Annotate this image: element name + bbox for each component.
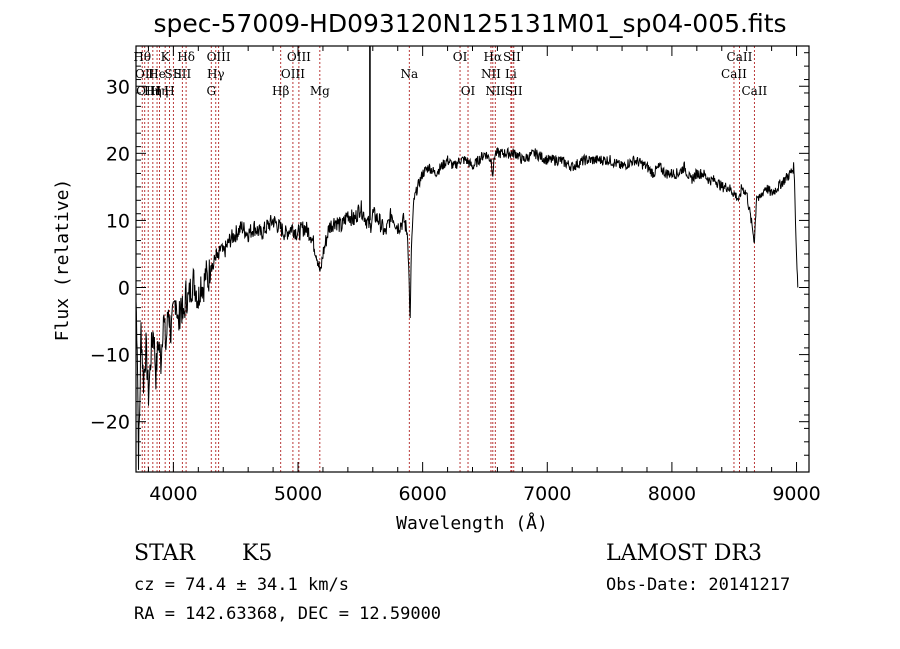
line-marker-label-1: OII <box>135 67 155 81</box>
line-marker-label-18: Na <box>400 67 418 81</box>
line-marker-label-20: OI <box>461 84 476 98</box>
spectral-line-labels: HθOIIOIIIHηHeHηKHSIIHδSIIGHγOIIIHβOIIIOI… <box>133 50 767 98</box>
x-axis-label: Wavelength (Å) <box>396 512 548 534</box>
x-tick-label-2: 6000 <box>398 483 446 505</box>
radec-line: RA = 142.63368, DEC = 12.59000 <box>134 604 441 624</box>
line-marker-label-24: Li <box>505 67 517 81</box>
spectral-line-markers <box>141 46 755 472</box>
line-marker-label-26: SII <box>505 84 523 98</box>
flux-line-0 <box>135 146 799 470</box>
y-tick-label-1: −10 <box>90 345 130 367</box>
x-tick-label-0: 4000 <box>149 483 197 505</box>
y-tick-label-3: 10 <box>106 210 130 232</box>
obs-date: Obs-Date: 20141217 <box>606 575 790 595</box>
line-marker-label-13: OIII <box>207 50 231 64</box>
line-marker-label-11: G <box>206 84 216 98</box>
y-tick-label-0: −20 <box>90 412 130 434</box>
survey-name: LAMOST DR3 <box>606 541 762 566</box>
flux-series <box>135 46 799 470</box>
line-marker-label-7: H <box>164 84 174 98</box>
line-marker-label-10: SII <box>174 67 192 81</box>
line-marker-label-28: CaII <box>727 50 753 64</box>
redshift-line: cz = 74.4 ± 34.1 km/s <box>134 575 349 595</box>
line-marker-label-15: OIII <box>281 67 305 81</box>
line-marker-label-25: SII <box>503 50 521 64</box>
x-tick-label-4: 8000 <box>648 483 696 505</box>
line-marker-label-14: Hβ <box>272 84 289 98</box>
y-axis-label: Flux (relative) <box>52 179 73 342</box>
line-marker-label-3: Hη <box>144 84 162 98</box>
object-type: STAR <box>134 541 196 566</box>
line-marker-label-21: NII <box>481 67 501 81</box>
line-marker-label-17: Mg <box>310 84 330 98</box>
chart-title: spec-57009-HD093120N125131M01_sp04-005.f… <box>153 9 786 38</box>
line-marker-label-8: SII <box>165 67 183 81</box>
line-marker-label-22: Hα <box>484 50 503 64</box>
x-tick-label-1: 5000 <box>274 483 322 505</box>
line-marker-label-6: K <box>161 50 171 64</box>
line-marker-label-29: CaII <box>741 84 767 98</box>
line-marker-label-2: OIII <box>136 84 160 98</box>
x-tick-label-5: 9000 <box>772 483 820 505</box>
line-marker-label-23: NII <box>485 84 505 98</box>
line-marker-label-12: Hγ <box>207 67 225 81</box>
line-marker-label-5: Hη <box>151 84 169 98</box>
line-marker-label-9: Hδ <box>177 50 195 64</box>
line-marker-label-0: Hθ <box>133 50 151 64</box>
line-marker-label-27: CaII <box>721 67 747 81</box>
x-tick-label-3: 7000 <box>523 483 571 505</box>
plot-frame <box>135 45 810 473</box>
line-marker-label-4: He <box>148 67 166 81</box>
line-marker-label-19: OI <box>453 50 468 64</box>
object-subclass: K5 <box>242 541 272 566</box>
y-tick-label-2: 0 <box>118 278 130 300</box>
axis-ticks: 4000 5000 6000 7000 8000 9000 −20 −10 0 10 20 30 <box>90 46 821 505</box>
y-tick-label-4: 20 <box>106 143 130 165</box>
y-tick-label-5: 30 <box>106 76 130 98</box>
line-marker-label-16: OIII <box>287 50 311 64</box>
